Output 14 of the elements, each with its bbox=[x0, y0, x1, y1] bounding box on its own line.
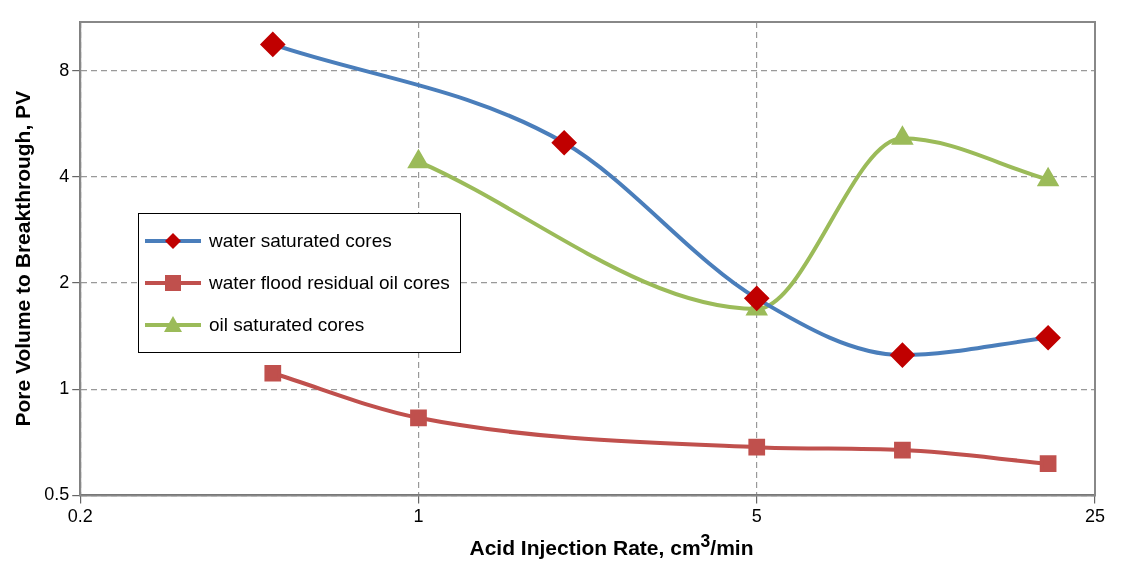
legend-label: water flood residual oil cores bbox=[209, 272, 450, 294]
x-tick-label: 5 bbox=[751, 506, 762, 527]
legend-label: oil saturated cores bbox=[209, 314, 365, 336]
y-tick-label: 0.5 bbox=[44, 484, 70, 505]
y-tick-label: 4 bbox=[59, 165, 70, 186]
legend-label: water saturated cores bbox=[209, 230, 392, 252]
x-tick-label: 0.2 bbox=[67, 506, 93, 527]
x-tick-label: 1 bbox=[413, 506, 424, 527]
y-tick-label: 1 bbox=[59, 378, 70, 399]
x-tick-label: 25 bbox=[1084, 506, 1106, 527]
y-axis-title: Pore Volume to Breakthrough, PV bbox=[11, 90, 35, 427]
x-axis-title: Acid Injection Rate, cm$^{3}$/min bbox=[468, 531, 755, 560]
y-tick-label: 8 bbox=[59, 59, 70, 80]
y-tick-label: 2 bbox=[59, 272, 70, 293]
